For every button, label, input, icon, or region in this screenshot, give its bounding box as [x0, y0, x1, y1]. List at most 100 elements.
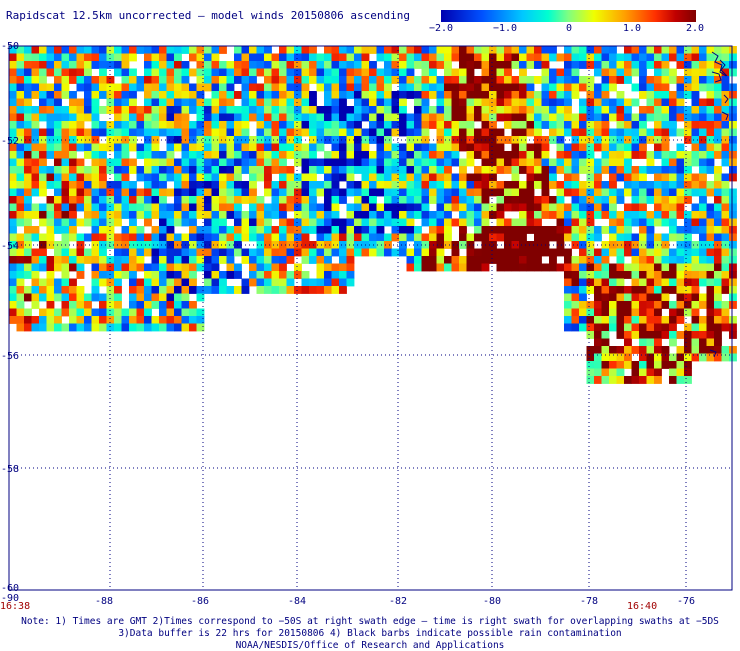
wind-difference-cell: [294, 53, 302, 62]
wind-difference-cell: [279, 241, 287, 249]
wind-difference-cell: [196, 76, 205, 84]
wind-difference-cell: [406, 248, 415, 257]
wind-difference-cell: [69, 203, 77, 212]
wind-difference-cell: [406, 181, 415, 189]
wind-difference-cell: [444, 256, 452, 264]
wind-difference-cell: [354, 46, 362, 54]
wind-difference-cell: [226, 151, 235, 159]
wind-difference-cell: [571, 286, 580, 294]
wind-difference-cell: [294, 143, 302, 152]
wind-difference-cell: [504, 158, 512, 167]
wind-difference-cell: [211, 76, 220, 84]
wind-difference-cell: [706, 136, 715, 144]
wind-difference-cell: [436, 91, 445, 99]
wind-difference-cell: [534, 211, 542, 219]
wind-difference-cell: [76, 53, 85, 62]
wind-difference-cell: [691, 83, 700, 92]
wind-difference-cell: [391, 203, 400, 212]
wind-difference-cell: [661, 188, 670, 197]
wind-difference-cell: [114, 286, 122, 294]
wind-difference-cell: [534, 151, 542, 159]
wind-difference-cell: [204, 166, 212, 174]
wind-difference-cell: [571, 46, 580, 54]
wind-difference-cell: [24, 121, 32, 129]
wind-difference-cell: [376, 106, 385, 114]
wind-difference-cell: [324, 46, 332, 54]
wind-difference-cell: [466, 68, 475, 77]
wind-difference-cell: [421, 188, 430, 197]
wind-difference-cell: [541, 248, 550, 257]
wind-difference-cell: [144, 301, 152, 309]
wind-difference-cell: [346, 113, 355, 122]
wind-difference-cell: [339, 53, 347, 62]
wind-difference-cell: [436, 46, 445, 54]
wind-difference-cell: [54, 293, 62, 302]
wind-difference-cell: [601, 263, 610, 272]
wind-difference-cell: [376, 181, 385, 189]
wind-difference-cell: [399, 98, 407, 107]
wind-difference-cell: [121, 83, 130, 92]
wind-difference-cell: [271, 271, 280, 279]
wind-difference-cell: [459, 76, 467, 84]
wind-difference-cell: [76, 173, 85, 182]
wind-difference-cell: [316, 83, 325, 92]
wind-difference-cell: [496, 61, 505, 69]
wind-difference-cell: [346, 143, 355, 152]
wind-difference-cell: [586, 158, 595, 167]
wind-difference-cell: [714, 53, 722, 62]
wind-difference-cell: [594, 293, 602, 302]
wind-difference-cell: [159, 83, 167, 92]
wind-difference-cell: [579, 203, 587, 212]
wind-difference-cell: [346, 53, 355, 62]
wind-difference-cell: [586, 113, 595, 122]
wind-difference-cell: [129, 106, 137, 114]
wind-difference-cell: [286, 136, 295, 144]
wind-difference-cell: [511, 218, 520, 227]
wind-difference-cell: [129, 128, 137, 137]
wind-difference-cell: [646, 301, 655, 309]
wind-difference-cell: [174, 203, 182, 212]
wind-difference-cell: [181, 286, 190, 294]
wind-difference-cell: [121, 106, 130, 114]
wind-difference-cell: [444, 241, 452, 249]
wind-difference-cell: [46, 128, 55, 137]
wind-difference-cell: [691, 256, 700, 264]
wind-difference-cell: [76, 128, 85, 137]
wind-difference-cell: [54, 151, 62, 159]
wind-difference-cell: [301, 226, 310, 234]
wind-difference-cell: [541, 203, 550, 212]
wind-difference-cell: [399, 61, 407, 69]
wind-difference-cell: [91, 128, 100, 137]
wind-difference-cell: [436, 211, 445, 219]
wind-difference-cell: [474, 256, 482, 264]
wind-difference-cell: [684, 256, 692, 264]
wind-difference-cell: [601, 143, 610, 152]
wind-difference-cell: [676, 331, 685, 339]
wind-difference-cell: [451, 128, 460, 137]
wind-difference-cell: [294, 226, 302, 234]
wind-difference-cell: [459, 196, 467, 204]
wind-difference-cell: [594, 173, 602, 182]
wind-difference-cell: [706, 188, 715, 197]
wind-difference-cell: [189, 128, 197, 137]
wind-difference-cell: [361, 173, 370, 182]
wind-difference-cell: [144, 98, 152, 107]
wind-difference-cell: [129, 113, 137, 122]
wind-difference-cell: [159, 263, 167, 272]
wind-difference-cell: [159, 211, 167, 219]
wind-difference-cell: [219, 76, 227, 84]
wind-difference-cell: [549, 91, 557, 99]
wind-difference-cell: [346, 256, 355, 264]
wind-difference-cell: [691, 61, 700, 69]
wind-difference-cell: [84, 211, 92, 219]
wind-difference-cell: [189, 286, 197, 294]
wind-difference-cell: [556, 151, 565, 159]
wind-difference-cell: [676, 233, 685, 242]
wind-difference-cell: [624, 346, 632, 354]
wind-difference-cell: [571, 293, 580, 302]
wind-difference-cell: [481, 226, 490, 234]
wind-difference-cell: [654, 106, 662, 114]
wind-difference-cell: [346, 226, 355, 234]
wind-difference-cell: [421, 248, 430, 257]
wind-difference-cell: [234, 211, 242, 219]
